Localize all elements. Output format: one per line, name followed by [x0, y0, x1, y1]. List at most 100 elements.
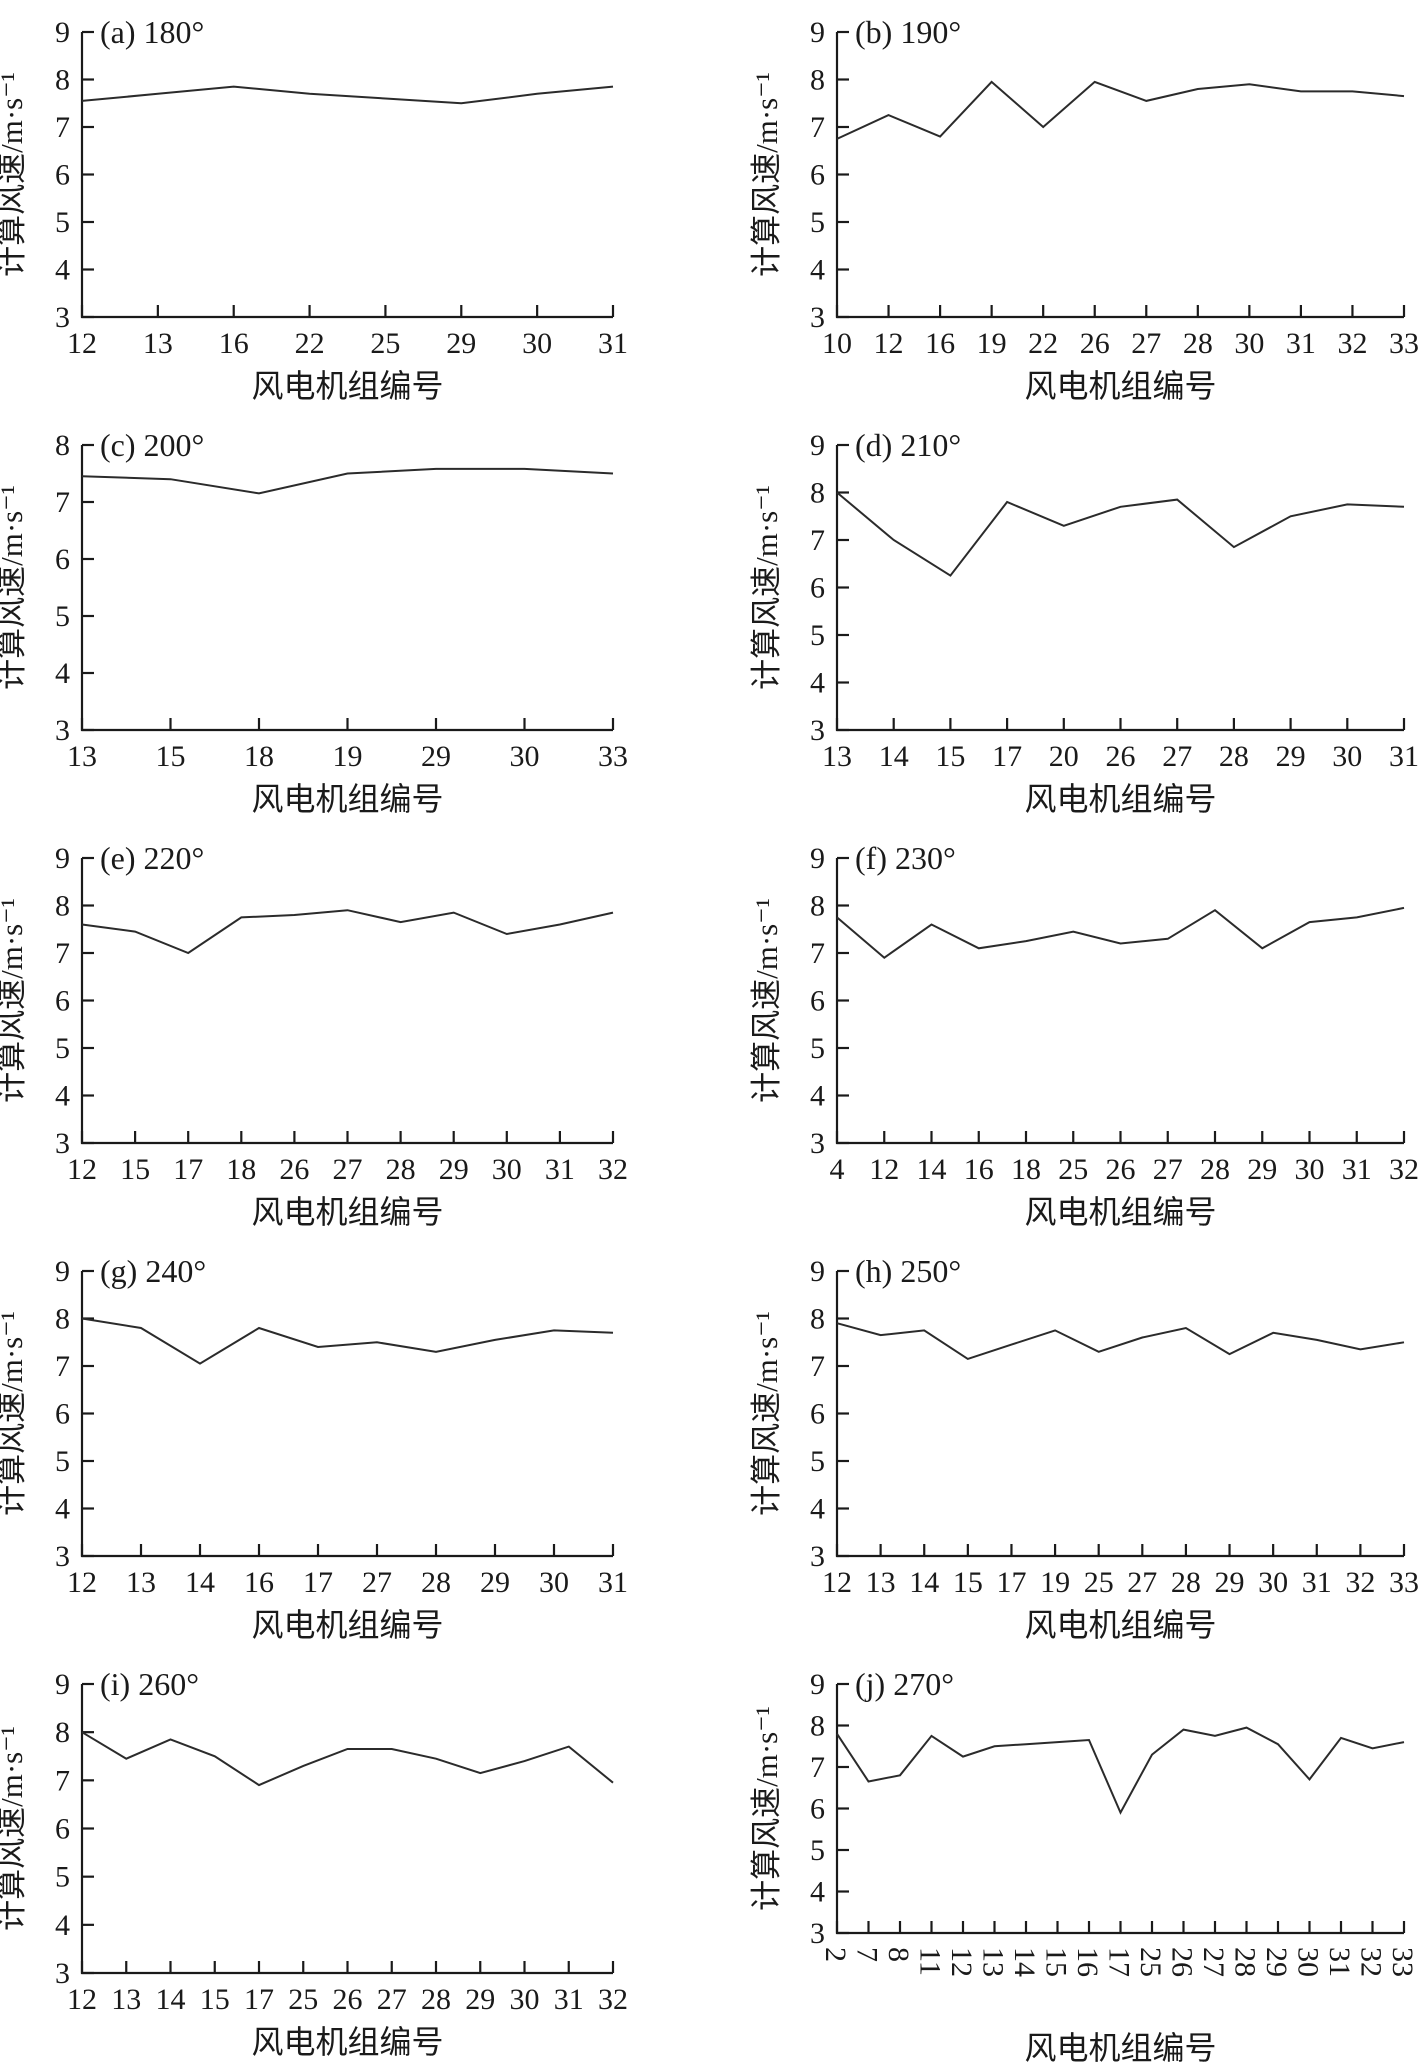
y-tick-label: 8 — [810, 64, 825, 97]
y-tick-label: 5 — [810, 1834, 825, 1867]
chart-title: (d) 210° — [855, 427, 961, 463]
x-tick-label: 31 — [598, 1566, 628, 1599]
chart-svg-a: 3 4 5 6 7 8 9 12 13 16 22 25 29 30 31 (a) 180° 计算风速/m·s⁻… — [0, 14, 628, 404]
y-tick-label: 8 — [55, 429, 70, 462]
x-axis-label: 风电机组编号 — [251, 2024, 443, 2060]
x-tick-label: 14 — [917, 1153, 947, 1186]
y-tick-label: 7 — [810, 1350, 825, 1383]
x-tick-label: 27 — [1162, 740, 1192, 773]
x-tick-label: 27 — [377, 1983, 407, 2016]
y-axis-label: 计算风速/m·s⁻¹ — [0, 485, 29, 690]
y-tick-label: 4 — [55, 1909, 70, 1942]
y-tick-label: 9 — [810, 16, 825, 49]
y-tick-label: 3 — [810, 714, 825, 747]
y-tick-label: 7 — [810, 524, 825, 557]
y-tick-label: 9 — [55, 1255, 70, 1288]
chart-svg-e: 3 4 5 6 7 8 9 12 15 17 18 26 27 28 29 30 31 32 (e) 220° 计算风… — [0, 840, 628, 1230]
x-tick-label: 12 — [67, 327, 97, 360]
chart-g-g240°: 3 4 5 6 7 8 9 12 13 14 16 17 27 28 29 30 31 (g) 240° 计算风速/… — [0, 1239, 711, 1652]
x-tick-label: 31 — [1302, 1566, 1332, 1599]
x-tick-label: 14 — [1008, 1947, 1041, 1977]
x-tick-label: 32 — [598, 1983, 628, 2016]
axis-spines — [835, 445, 1404, 732]
y-tick-label: 6 — [810, 1793, 825, 1826]
chart-svg-h: 3 4 5 6 7 8 9 12 13 14 15 17 19 25 27 28 29 30 31 32 33 (h) 2… — [749, 1253, 1419, 1643]
chart-h-h250°: 3 4 5 6 7 8 9 12 13 14 15 17 19 25 27 28 29 30 31 32 33 (h) 2… — [711, 1239, 1422, 1652]
x-tick-label: 14 — [879, 740, 909, 773]
chart-f-f230°: 3 4 5 6 7 8 9 4 12 14 16 18 25 26 27 28 29 30 31 32 (f) 230°… — [711, 826, 1422, 1239]
y-tick-label: 5 — [55, 600, 70, 633]
y-tick-label: 8 — [55, 1303, 70, 1336]
chart-title: (h) 250° — [855, 1253, 961, 1289]
y-tick-label: 5 — [55, 1032, 70, 1065]
data-line — [81, 467, 614, 495]
y-tick-label: 6 — [55, 1813, 70, 1846]
x-tick-label: 30 — [1332, 740, 1362, 773]
x-tick-label: 14 — [185, 1566, 215, 1599]
x-tick-label: 27 — [1131, 327, 1161, 360]
x-tick-label: 29 — [421, 740, 451, 773]
x-tick-label: 31 — [598, 327, 628, 360]
x-tick-label: 33 — [1386, 1947, 1419, 1977]
y-tick-label: 8 — [55, 64, 70, 97]
x-tick-label: 26 — [1080, 327, 1110, 360]
x-tick-label: 18 — [226, 1153, 256, 1186]
x-tick-label: 13 — [111, 1983, 141, 2016]
x-tick-label: 7 — [851, 1947, 884, 1962]
x-tick-label: 32 — [598, 1153, 628, 1186]
y-tick-label: 8 — [55, 1716, 70, 1749]
y-tick-label: 9 — [810, 429, 825, 462]
x-tick-label: 28 — [1200, 1153, 1230, 1186]
x-axis-label: 风电机组编号 — [1024, 368, 1216, 404]
y-tick-label: 3 — [55, 301, 70, 334]
x-tick-label: 29 — [439, 1153, 469, 1186]
axis-spines — [80, 1684, 613, 1975]
x-tick-label: 29 — [1260, 1947, 1293, 1977]
y-tick-label: 5 — [55, 206, 70, 239]
x-tick-label: 27 — [1127, 1566, 1157, 1599]
y-tick-label: 6 — [810, 1398, 825, 1431]
x-tick-label: 27 — [1197, 1947, 1230, 1977]
x-tick-label: 25 — [1084, 1566, 1114, 1599]
y-axis-label: 计算风速/m·s⁻¹ — [0, 72, 29, 277]
y-tick-label: 8 — [810, 1303, 825, 1336]
x-tick-label: 18 — [244, 740, 274, 773]
y-tick-label: 6 — [55, 985, 70, 1018]
axis-spines — [80, 858, 613, 1145]
y-tick-label: 3 — [55, 1540, 70, 1573]
y-tick-label: 4 — [810, 254, 825, 287]
x-axis-label: 风电机组编号 — [251, 368, 443, 404]
x-tick-label: 13 — [67, 740, 97, 773]
chart-svg-d: 3 4 5 6 7 8 9 13 14 15 17 20 26 27 28 29 30 31 (d) 210° 计算风… — [749, 427, 1419, 817]
y-tick-label: 4 — [810, 1876, 825, 1909]
x-tick-label: 26 — [279, 1153, 309, 1186]
x-tick-label: 14 — [156, 1983, 186, 2016]
x-tick-label: 28 — [386, 1153, 416, 1186]
chart-title: (f) 230° — [855, 840, 956, 876]
y-axis-label: 计算风速/m·s⁻¹ — [0, 1726, 29, 1931]
x-tick-label: 28 — [1171, 1566, 1201, 1599]
x-tick-label: 13 — [822, 740, 852, 773]
y-tick-label: 7 — [55, 1764, 70, 1797]
x-tick-label: 15 — [953, 1566, 983, 1599]
x-tick-label: 17 — [992, 740, 1022, 773]
y-tick-label: 5 — [810, 1032, 825, 1065]
y-tick-label: 9 — [55, 16, 70, 49]
x-tick-label: 28 — [421, 1983, 451, 2016]
y-tick-label: 7 — [55, 1350, 70, 1383]
x-tick-label: 12 — [67, 1566, 97, 1599]
chart-e-e220°: 3 4 5 6 7 8 9 12 15 17 18 26 27 28 29 30 31 32 (e) 220° 计算风… — [0, 826, 711, 1239]
x-tick-label: 19 — [333, 740, 363, 773]
y-tick-label: 5 — [810, 206, 825, 239]
y-tick-label: 7 — [55, 111, 70, 144]
chart-title: (b) 190° — [855, 14, 961, 50]
x-tick-label: 12 — [822, 1566, 852, 1599]
x-tick-label: 30 — [522, 327, 552, 360]
x-tick-label: 28 — [421, 1566, 451, 1599]
axis-spines — [80, 32, 613, 319]
y-tick-label: 5 — [55, 1445, 70, 1478]
y-axis-label: 计算风速/m·s⁻¹ — [749, 1706, 784, 1911]
x-tick-label: 32 — [1389, 1153, 1419, 1186]
x-tick-label: 30 — [510, 740, 540, 773]
